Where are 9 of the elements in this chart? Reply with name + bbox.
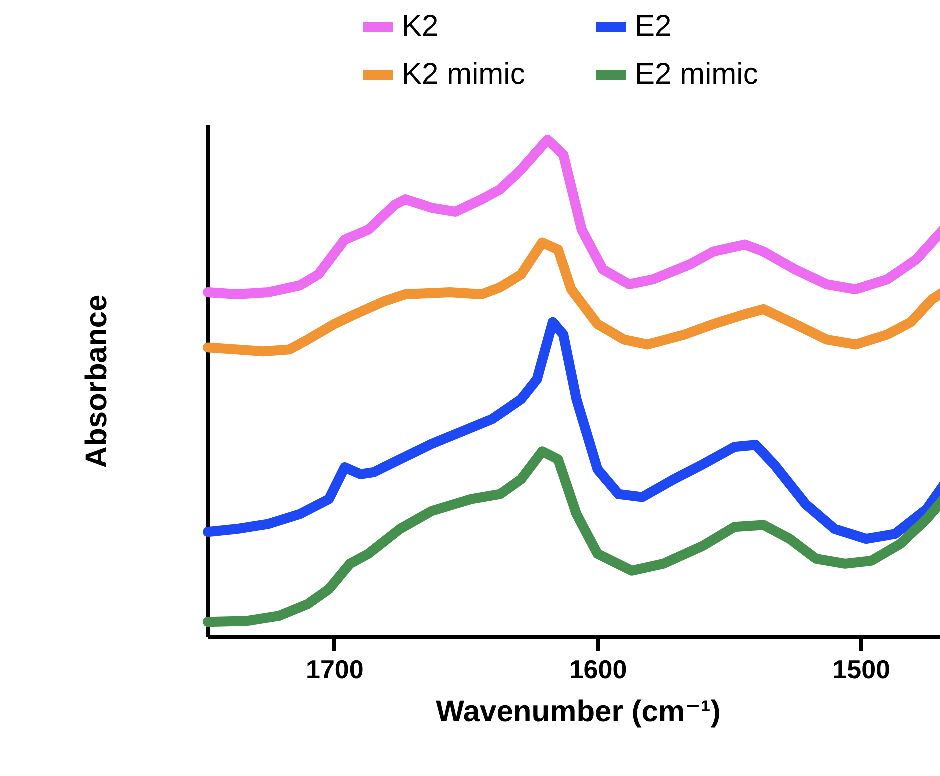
legend-label: K2 mimic xyxy=(402,58,526,91)
legend-label: E2 mimic xyxy=(635,58,758,91)
legend-label: K2 xyxy=(402,10,439,43)
y-axis-title: Absorbance xyxy=(80,294,114,468)
x-tick-label: 1700 xyxy=(306,654,364,684)
x-axis-title: Wavenumber (cm⁻¹) xyxy=(436,696,721,728)
x-tick-label: 1500 xyxy=(832,654,891,684)
legend-label: E2 xyxy=(635,10,672,43)
x-tick-label: 1600 xyxy=(569,654,628,684)
